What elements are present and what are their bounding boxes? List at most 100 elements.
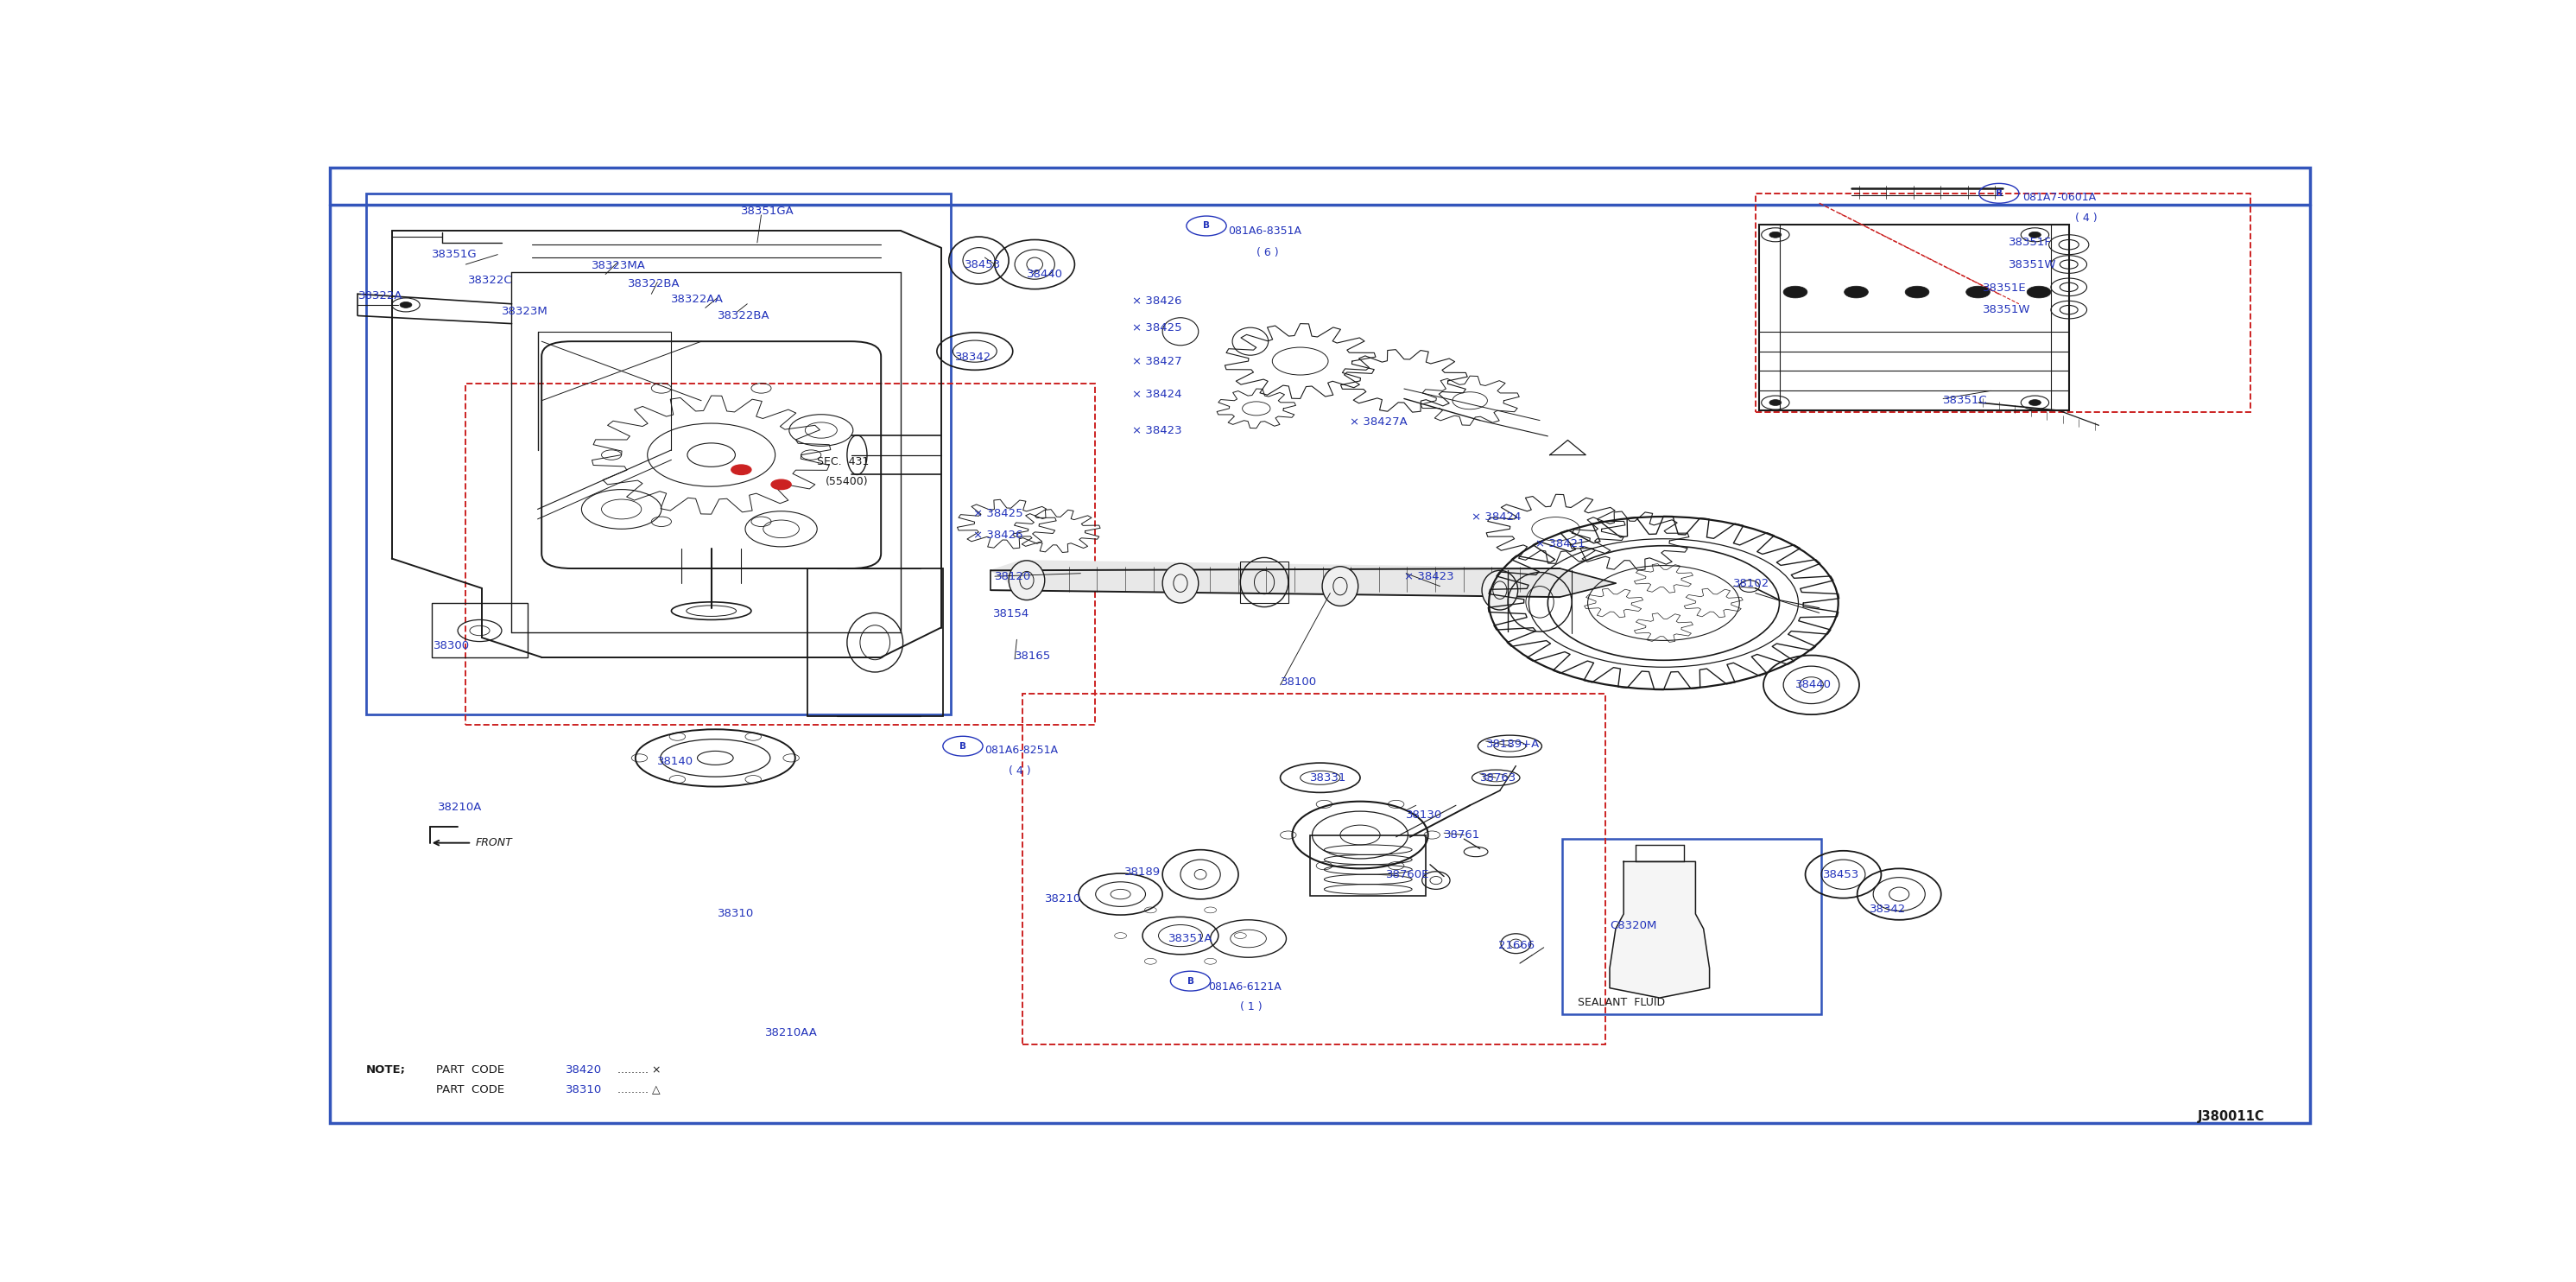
Ellipse shape	[1162, 564, 1198, 603]
Text: ......... △: ......... △	[618, 1085, 659, 1095]
Text: × 38423: × 38423	[1133, 424, 1182, 436]
Text: 081A6-8251A: 081A6-8251A	[984, 745, 1059, 755]
Text: C8320M: C8320M	[1610, 920, 1656, 932]
Text: FRONT: FRONT	[477, 837, 513, 849]
Text: 38763: 38763	[1479, 772, 1517, 783]
Text: 38102: 38102	[1734, 578, 1770, 588]
Text: NOTE;: NOTE;	[366, 1064, 404, 1076]
Text: × 38427A: × 38427A	[1350, 417, 1409, 428]
Bar	[1759, 224, 2069, 410]
Circle shape	[2030, 232, 2040, 237]
Text: × 38426: × 38426	[974, 529, 1023, 541]
Text: × 38423: × 38423	[1404, 570, 1453, 582]
Text: 38453: 38453	[1824, 869, 1860, 879]
Text: 38351W: 38351W	[2009, 259, 2056, 271]
Text: 38322C: 38322C	[469, 274, 513, 286]
Text: 38440: 38440	[1795, 679, 1832, 691]
Circle shape	[2030, 400, 2040, 405]
Circle shape	[1770, 400, 1783, 405]
Text: B: B	[1203, 222, 1211, 231]
Text: 38165: 38165	[1015, 651, 1051, 662]
Text: 38323MA: 38323MA	[592, 260, 647, 271]
Text: 38453: 38453	[966, 259, 1002, 271]
Text: 38100: 38100	[1280, 677, 1316, 687]
Text: 081A7-0601A: 081A7-0601A	[2022, 191, 2097, 203]
Text: 38420: 38420	[567, 1064, 603, 1076]
Text: ( 4 ): ( 4 )	[2074, 213, 2097, 223]
Circle shape	[2027, 286, 2050, 297]
Text: (55400): (55400)	[824, 476, 868, 487]
Text: 38310: 38310	[567, 1085, 603, 1095]
Text: 38322A: 38322A	[358, 290, 402, 301]
Text: SEALANT  FLUID: SEALANT FLUID	[1577, 997, 1664, 1009]
Circle shape	[1770, 232, 1783, 237]
Text: × 38424: × 38424	[1471, 512, 1522, 523]
Text: ( 4 ): ( 4 )	[1010, 765, 1030, 777]
Text: 38322BA: 38322BA	[716, 310, 770, 322]
Text: 38342: 38342	[956, 351, 992, 363]
Circle shape	[1844, 286, 1868, 297]
Circle shape	[399, 301, 412, 308]
Text: ( 1 ): ( 1 )	[1242, 1001, 1262, 1013]
Text: 081A6-6121A: 081A6-6121A	[1208, 981, 1283, 992]
Circle shape	[1965, 286, 1991, 297]
Circle shape	[1783, 286, 1808, 297]
Text: 38351W: 38351W	[1984, 304, 2030, 315]
Text: B: B	[958, 742, 966, 750]
Text: × 38427: × 38427	[1133, 355, 1182, 367]
Text: 38351A: 38351A	[1170, 933, 1213, 945]
Bar	[1561, 838, 1821, 1014]
Text: 38300: 38300	[433, 640, 471, 651]
Polygon shape	[1610, 862, 1710, 997]
Bar	[1023, 694, 1605, 1045]
Text: SEC.  431: SEC. 431	[817, 456, 868, 468]
Text: 38322BA: 38322BA	[629, 278, 680, 290]
Circle shape	[732, 465, 752, 474]
Text: 38210A: 38210A	[438, 801, 482, 813]
Bar	[1242, 562, 1288, 603]
Text: 38189+A: 38189+A	[1486, 738, 1540, 750]
Text: 38331: 38331	[1311, 772, 1347, 783]
Text: 38351GA: 38351GA	[742, 205, 793, 217]
Text: PART  CODE: PART CODE	[435, 1085, 505, 1095]
Text: 38342: 38342	[1870, 904, 1906, 914]
Bar	[1754, 194, 2251, 413]
Text: 38351F: 38351F	[2009, 237, 2053, 249]
Text: × 38421: × 38421	[1535, 538, 1587, 550]
Bar	[433, 603, 528, 658]
Text: 38140: 38140	[657, 756, 693, 768]
Text: ......... ×: ......... ×	[618, 1064, 662, 1076]
Text: 38440: 38440	[1028, 269, 1064, 279]
Ellipse shape	[1010, 560, 1046, 600]
Text: 38130: 38130	[1406, 810, 1443, 820]
Text: B: B	[1188, 977, 1193, 986]
Text: × 38425: × 38425	[1133, 322, 1182, 333]
Bar	[1311, 835, 1427, 896]
Text: × 38425: × 38425	[974, 508, 1023, 519]
Text: 38323M: 38323M	[502, 306, 549, 318]
Text: 38310: 38310	[716, 909, 755, 919]
Text: 38760E: 38760E	[1386, 869, 1430, 879]
Polygon shape	[992, 560, 1615, 597]
Ellipse shape	[1321, 567, 1358, 606]
Text: 081A6-8351A: 081A6-8351A	[1229, 226, 1301, 236]
Text: 38120: 38120	[994, 570, 1030, 582]
Bar	[806, 568, 943, 717]
Text: 38351E: 38351E	[1984, 282, 2027, 294]
Text: 38154: 38154	[992, 608, 1030, 619]
Text: B: B	[1996, 188, 2002, 197]
Text: 38322AA: 38322AA	[672, 294, 724, 305]
Text: J380011C: J380011C	[2197, 1110, 2264, 1123]
Text: 38189: 38189	[1126, 867, 1162, 878]
Text: 21666: 21666	[1497, 940, 1535, 951]
Text: 38351C: 38351C	[1942, 395, 1989, 406]
Text: × 38426: × 38426	[1133, 295, 1182, 306]
Circle shape	[770, 479, 791, 490]
Text: PART  CODE: PART CODE	[435, 1064, 505, 1076]
Text: 38351G: 38351G	[433, 249, 477, 260]
Text: × 38424: × 38424	[1133, 388, 1182, 400]
Text: 38761: 38761	[1445, 829, 1481, 841]
Circle shape	[1906, 286, 1929, 297]
Text: ( 6 ): ( 6 )	[1257, 247, 1278, 258]
Bar	[366, 194, 951, 714]
